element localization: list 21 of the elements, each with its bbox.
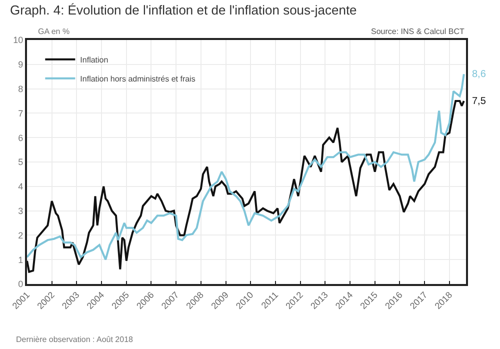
y-axis-title: GA en % (38, 27, 70, 36)
annotation: 7,5 (472, 96, 486, 107)
y-tick-label: 5 (18, 157, 24, 168)
y-tick-label: 10 (13, 35, 24, 46)
y-tick-label: 4 (18, 182, 24, 192)
annotation: 8,6 (472, 69, 486, 80)
line-series (27, 73, 465, 261)
line-series (27, 100, 465, 273)
y-tick-label: 8 (18, 84, 24, 94)
legend-label: Inflation hors administrés et frais (80, 74, 196, 84)
text: Dernière observation : Août 2018 (16, 335, 134, 344)
chart-title: Graph. 4: Évolution de l'inflation et de l'inflation sous-jacente (10, 2, 357, 18)
y-tick-label: 9 (18, 60, 24, 70)
y-tick-label: 6 (18, 132, 24, 143)
y-tick-label: 2 (18, 230, 24, 240)
y-tick-label: 0 (18, 279, 24, 290)
y-tick-label: 7 (18, 108, 24, 118)
y-tick-label: 3 (18, 206, 24, 216)
legend-label: Inflation (80, 56, 108, 64)
y-tick-label: 1 (18, 254, 24, 265)
source-note: Source: INS & Calcul BCT (371, 27, 464, 36)
